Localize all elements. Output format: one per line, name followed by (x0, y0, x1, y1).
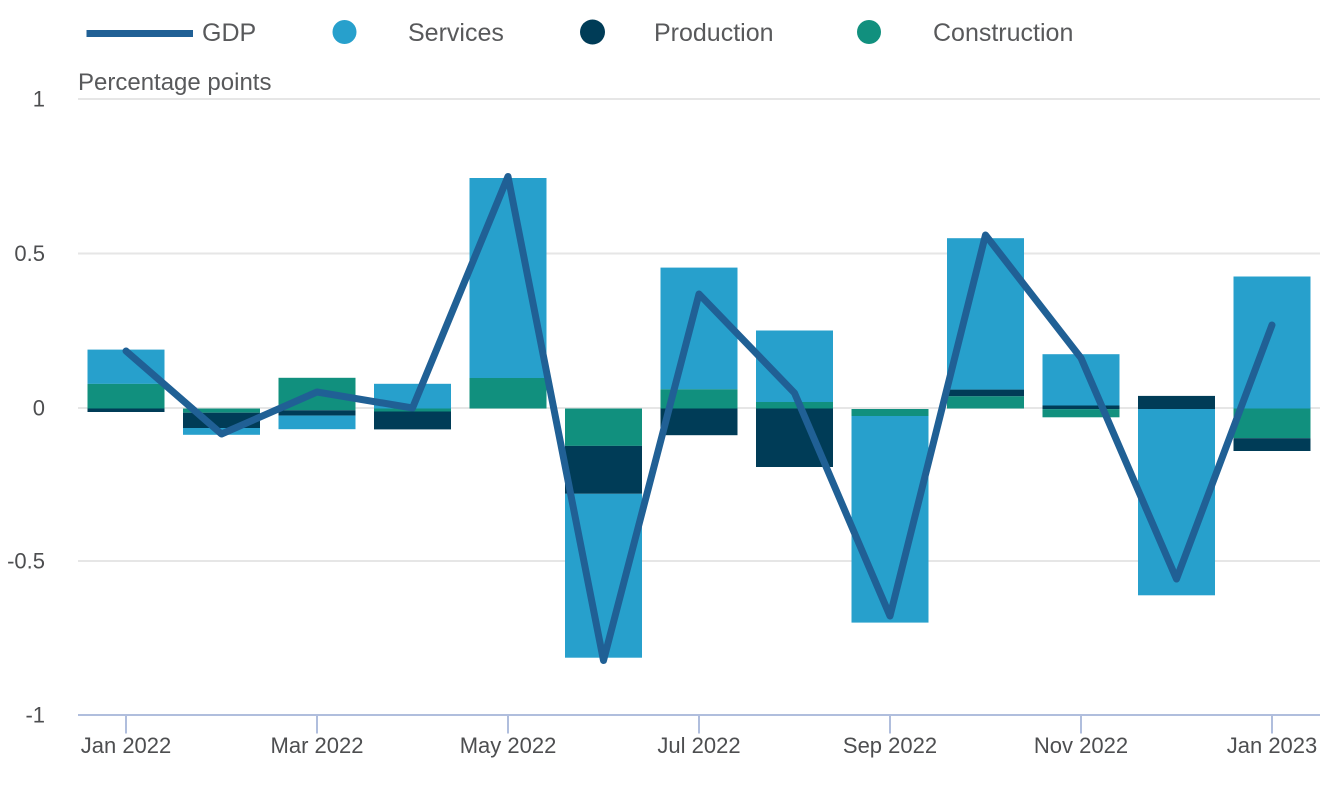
svg-text:Services: Services (408, 19, 504, 47)
svg-text:Sep 2022: Sep 2022 (843, 733, 937, 758)
svg-text:GDP: GDP (202, 19, 256, 47)
svg-text:1: 1 (33, 87, 45, 112)
svg-text:-0.5: -0.5 (7, 549, 45, 574)
svg-text:Construction: Construction (933, 19, 1073, 47)
svg-text:Jul 2022: Jul 2022 (657, 733, 740, 758)
svg-text:0: 0 (33, 396, 45, 421)
svg-text:-1: -1 (25, 703, 45, 728)
svg-text:0.5: 0.5 (14, 241, 45, 266)
svg-text:Jan 2023: Jan 2023 (1227, 733, 1318, 758)
svg-text:May 2022: May 2022 (460, 733, 557, 758)
svg-text:Mar 2022: Mar 2022 (271, 733, 364, 758)
svg-text:Percentage points: Percentage points (78, 69, 271, 96)
svg-text:Jan 2022: Jan 2022 (81, 733, 172, 758)
svg-text:Production: Production (654, 19, 774, 47)
svg-text:Nov 2022: Nov 2022 (1034, 733, 1128, 758)
